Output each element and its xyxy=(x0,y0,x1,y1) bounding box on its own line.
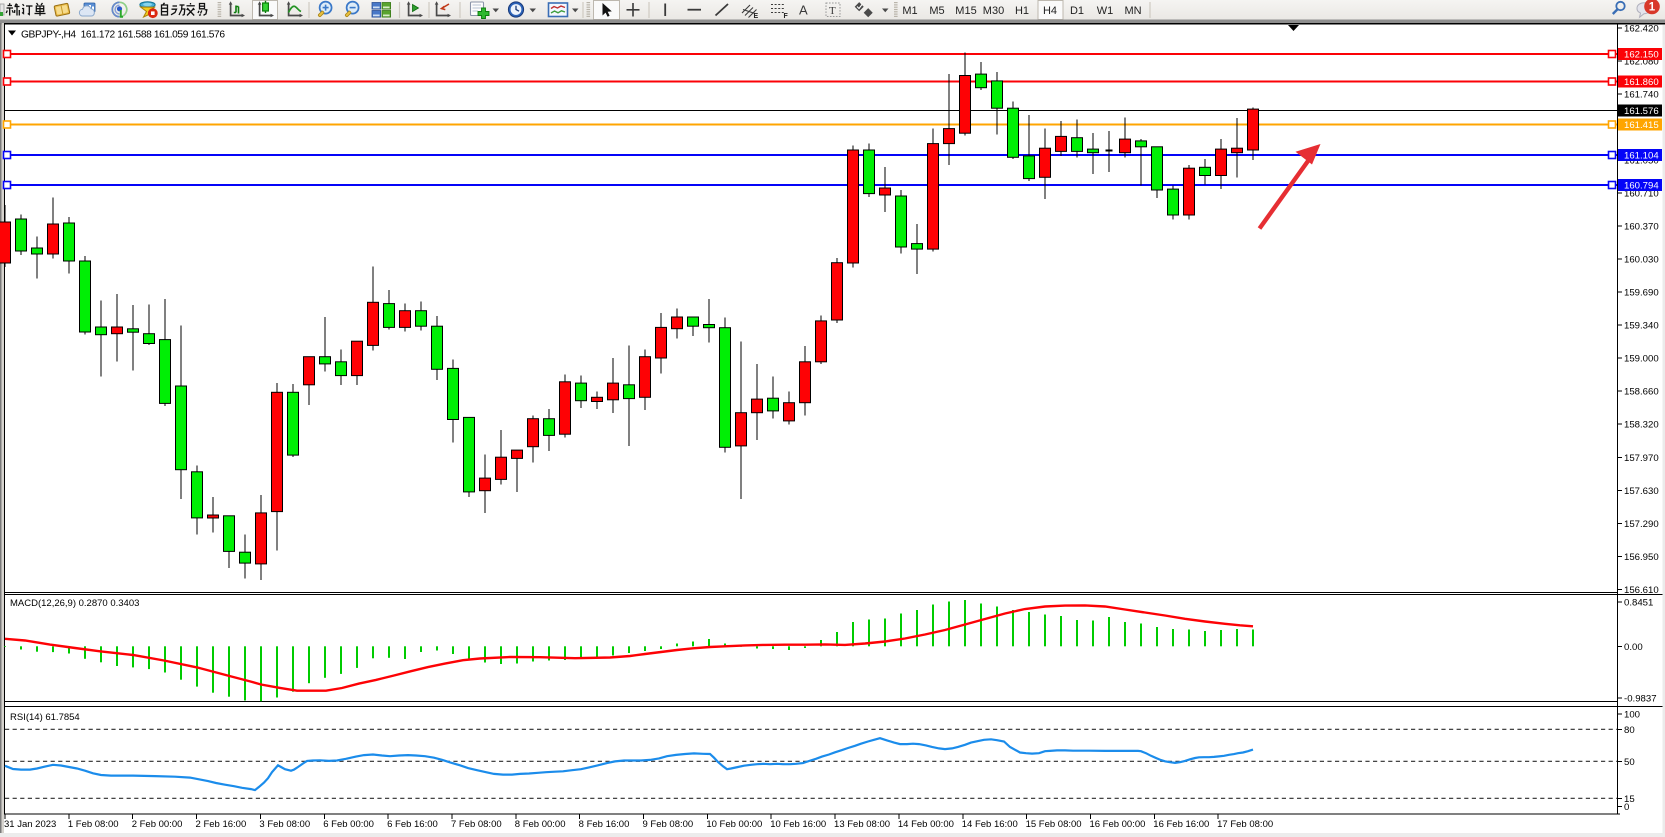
svg-text:2 Feb 00:00: 2 Feb 00:00 xyxy=(132,819,183,830)
svg-text:156.610: 156.610 xyxy=(1624,585,1659,596)
svg-text:161.576: 161.576 xyxy=(1624,106,1659,117)
svg-text:RSI(14) 61.7854: RSI(14) 61.7854 xyxy=(10,712,80,723)
svg-text:T: T xyxy=(829,5,836,17)
svg-text:7 Feb 08:00: 7 Feb 08:00 xyxy=(451,819,502,830)
svg-text:H4: H4 xyxy=(1043,5,1057,17)
svg-text:17 Feb 08:00: 17 Feb 08:00 xyxy=(1217,819,1273,830)
svg-text:E: E xyxy=(754,13,759,20)
svg-text:157.970: 157.970 xyxy=(1624,453,1659,464)
svg-text:M1: M1 xyxy=(902,5,917,17)
svg-text:31 Jan 2023: 31 Jan 2023 xyxy=(4,819,56,830)
svg-text:3 Feb 08:00: 3 Feb 08:00 xyxy=(259,819,310,830)
svg-text:8 Feb 16:00: 8 Feb 16:00 xyxy=(579,819,630,830)
svg-text:10 Feb 00:00: 10 Feb 00:00 xyxy=(706,819,762,830)
svg-text:M5: M5 xyxy=(929,5,944,17)
svg-text:159.340: 159.340 xyxy=(1624,321,1659,332)
svg-text:14 Feb 00:00: 14 Feb 00:00 xyxy=(898,819,954,830)
svg-text:0.8451: 0.8451 xyxy=(1624,597,1653,608)
svg-text:158.320: 158.320 xyxy=(1624,420,1659,431)
svg-text:158.660: 158.660 xyxy=(1624,387,1659,398)
svg-text:161.740: 161.740 xyxy=(1624,90,1659,101)
svg-text:D1: D1 xyxy=(1070,5,1084,17)
svg-text:0: 0 xyxy=(1624,802,1629,813)
svg-text:160.030: 160.030 xyxy=(1624,255,1659,266)
svg-text:W1: W1 xyxy=(1097,5,1114,17)
svg-text:16 Feb 00:00: 16 Feb 00:00 xyxy=(1089,819,1145,830)
svg-text:161.050: 161.050 xyxy=(1624,156,1659,167)
svg-text:1 Feb 08:00: 1 Feb 08:00 xyxy=(68,819,119,830)
svg-text:MACD(12,26,9) 0.2870 0.3403: MACD(12,26,9) 0.2870 0.3403 xyxy=(10,598,139,609)
svg-text:160.710: 160.710 xyxy=(1624,189,1659,200)
svg-text:157.630: 157.630 xyxy=(1624,486,1659,497)
svg-text:1: 1 xyxy=(1649,2,1656,14)
svg-text:MN: MN xyxy=(1124,5,1141,17)
svg-text:161.860: 161.860 xyxy=(1624,77,1659,88)
svg-text:M30: M30 xyxy=(983,5,1004,17)
svg-text:15: 15 xyxy=(1624,794,1635,805)
svg-text:9 Feb 08:00: 9 Feb 08:00 xyxy=(643,819,694,830)
svg-text:0.00: 0.00 xyxy=(1624,642,1643,653)
svg-text:100: 100 xyxy=(1624,710,1640,721)
svg-text:159.000: 159.000 xyxy=(1624,354,1659,365)
svg-text:162.080: 162.080 xyxy=(1624,57,1659,68)
svg-text:-0.9837: -0.9837 xyxy=(1624,693,1657,704)
svg-text:15 Feb 08:00: 15 Feb 08:00 xyxy=(1026,819,1082,830)
svg-text:GBPJPY-,H4 161.172 161.588 16: GBPJPY-,H4 161.172 161.588 161.059 161.5… xyxy=(21,29,225,40)
svg-text:6 Feb 00:00: 6 Feb 00:00 xyxy=(323,819,374,830)
svg-text:10 Feb 16:00: 10 Feb 16:00 xyxy=(770,819,826,830)
svg-text:160.794: 160.794 xyxy=(1624,181,1659,192)
svg-text:162.150: 162.150 xyxy=(1624,50,1659,61)
svg-text:6 Feb 16:00: 6 Feb 16:00 xyxy=(387,819,438,830)
svg-text:50: 50 xyxy=(1624,757,1635,768)
svg-text:156.950: 156.950 xyxy=(1624,552,1659,563)
svg-text:F: F xyxy=(784,13,789,20)
svg-text:14 Feb 16:00: 14 Feb 16:00 xyxy=(962,819,1018,830)
svg-text:157.290: 157.290 xyxy=(1624,519,1659,530)
svg-text:16 Feb 16:00: 16 Feb 16:00 xyxy=(1153,819,1209,830)
svg-text:162.420: 162.420 xyxy=(1624,24,1659,35)
svg-text:161.104: 161.104 xyxy=(1624,151,1659,162)
svg-text:M15: M15 xyxy=(955,5,976,17)
svg-text:161.415: 161.415 xyxy=(1624,120,1659,131)
svg-text:159.690: 159.690 xyxy=(1624,288,1659,299)
svg-text:2 Feb 16:00: 2 Feb 16:00 xyxy=(196,819,247,830)
svg-text:8 Feb 00:00: 8 Feb 00:00 xyxy=(515,819,566,830)
svg-text:A: A xyxy=(799,3,808,18)
svg-text:160.370: 160.370 xyxy=(1624,222,1659,233)
svg-text:H1: H1 xyxy=(1015,5,1029,17)
svg-text:13 Feb 08:00: 13 Feb 08:00 xyxy=(834,819,890,830)
svg-text:80: 80 xyxy=(1624,725,1635,736)
